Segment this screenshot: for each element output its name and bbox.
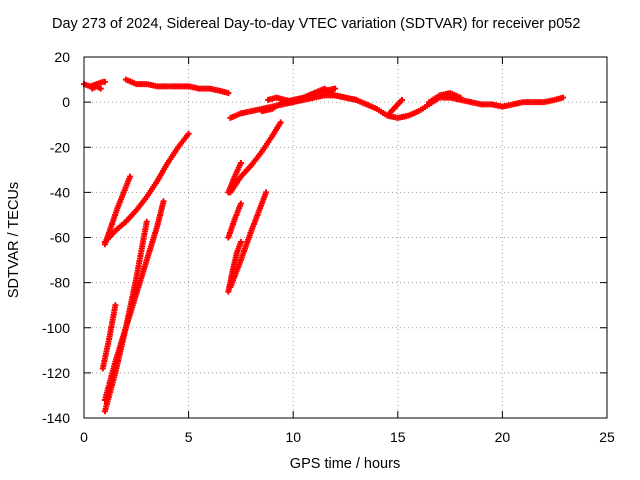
data-point (398, 96, 405, 103)
data-point (143, 218, 150, 225)
axis-ticks: 0 5 10 15 20 25 -140 -120 -100 -80 -60 -40 -20 0 20 (42, 49, 615, 445)
data-point (127, 173, 134, 180)
x-axis-label: GPS time / hours (289, 456, 401, 472)
y-tick-label: -60 (50, 230, 70, 246)
series-segment-11 (225, 200, 244, 241)
grid (84, 57, 607, 418)
data-point (185, 130, 192, 137)
x-tick-label: 20 (495, 429, 511, 445)
data-point (101, 78, 108, 85)
data-point (225, 90, 232, 97)
data-point (277, 119, 284, 126)
data-point (112, 302, 119, 309)
y-tick-label: -100 (42, 320, 70, 336)
y-tick-label: 20 (54, 49, 70, 65)
y-tick-label: -40 (50, 184, 70, 200)
data-point (97, 85, 104, 92)
series-segment-8 (99, 302, 119, 372)
x-tick-label: 15 (390, 429, 406, 445)
y-tick-label: 0 (62, 94, 70, 110)
data-point (160, 198, 167, 205)
data-point (352, 96, 359, 103)
x-tick-label: 25 (599, 429, 615, 445)
data-point (332, 85, 339, 92)
data-point (457, 94, 464, 101)
data-point (237, 160, 244, 167)
chart-title: Day 273 of 2024, Sidereal Day-to-day VTE… (52, 16, 581, 32)
data-marks (81, 76, 567, 415)
y-tick-label: -20 (50, 139, 70, 155)
series-segment-5 (101, 130, 192, 246)
series-segment-3 (122, 76, 232, 97)
x-tick-label: 0 (80, 429, 88, 445)
series-segment-17 (386, 96, 405, 117)
x-tick-label: 5 (185, 429, 193, 445)
y-tick-label: -80 (50, 275, 70, 291)
data-point (263, 189, 270, 196)
plot-frame (83, 56, 608, 419)
series-segment-10 (227, 119, 284, 196)
series-segment-7 (101, 198, 167, 403)
x-tick-label: 10 (285, 429, 301, 445)
y-tick-label: -120 (42, 365, 70, 381)
data-point (560, 94, 567, 101)
data-point (237, 239, 244, 246)
y-tick-label: -140 (42, 410, 70, 426)
series-segment-13 (227, 189, 270, 291)
series-segment-2 (89, 83, 104, 92)
data-point (237, 200, 244, 207)
series-segment-18 (426, 90, 464, 106)
series-segment-16 (265, 85, 359, 106)
